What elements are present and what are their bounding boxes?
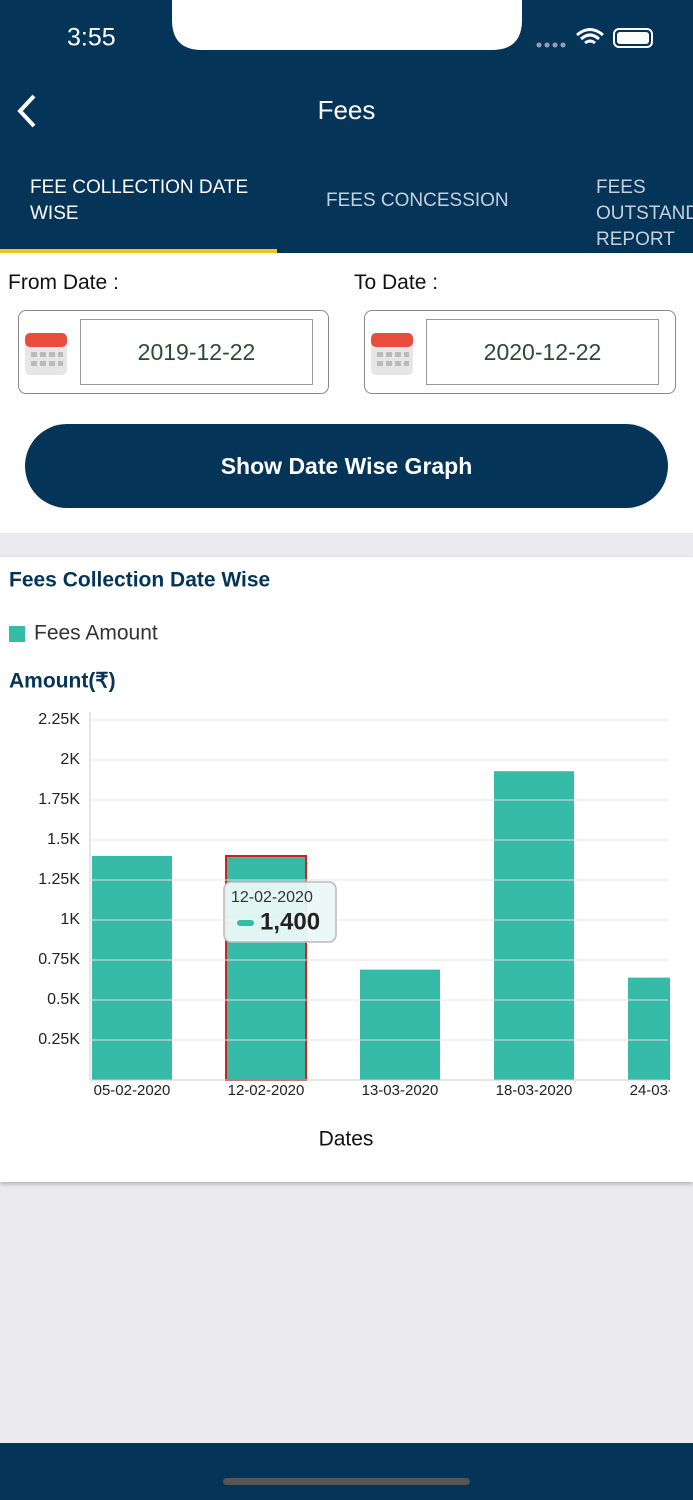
- x-tick-label: 13-03-2020: [362, 1082, 439, 1099]
- show-graph-button[interactable]: Show Date Wise Graph: [25, 424, 668, 508]
- battery-level: [617, 32, 649, 44]
- legend-label: Fees Amount: [34, 622, 158, 645]
- tooltip-title: 12-02-2020: [231, 889, 313, 906]
- bar: [360, 969, 440, 1080]
- y-tick-label: 0.25K: [38, 1031, 80, 1048]
- x-tick-label: 18-03-2020: [496, 1082, 573, 1099]
- y-tick-label: 2K: [60, 751, 80, 768]
- x-axis-title: Dates: [319, 1128, 374, 1151]
- calendar-icon: [371, 333, 413, 375]
- chart: Fees Collection Date Wise Amount(₹) Date…: [9, 569, 693, 1151]
- y-tick-label: 1.5K: [47, 831, 80, 848]
- notch: [172, 0, 522, 50]
- tooltip-box: [223, 881, 337, 943]
- x-tick-label: 12-02-2020: [228, 1082, 305, 1099]
- bar: [494, 771, 574, 1080]
- bottom-bar: [0, 1443, 693, 1500]
- bar: [92, 856, 172, 1080]
- tab[interactable]: FEE COLLECTION DATE WISE: [30, 177, 249, 224]
- y-tick-label: 1K: [60, 911, 80, 928]
- tooltip: 12-02-2020 1,400: [223, 881, 337, 943]
- y-tick-label: 0.75K: [38, 951, 80, 968]
- tab[interactable]: FEES OUTSTANDING REPORT: [596, 177, 693, 250]
- y-tick-label: 2.25K: [38, 711, 80, 728]
- status-bar: 3:55: [67, 0, 653, 52]
- y-tick-label: 0.5K: [47, 991, 80, 1008]
- signal: [536, 42, 566, 48]
- x-tick-label: 24-03-2020: [630, 1082, 693, 1099]
- x-tick-label: 05-02-2020: [94, 1082, 171, 1099]
- back-button[interactable]: [12, 92, 42, 132]
- chart-title: Fees Collection Date Wise: [9, 569, 270, 592]
- time: 3:55: [67, 24, 116, 52]
- legend-swatch: [9, 626, 25, 642]
- battery: [613, 28, 653, 48]
- tooltip-value: 1,400: [260, 908, 320, 935]
- y-axis-title: Amount(₹): [9, 670, 116, 693]
- bar: [628, 977, 670, 1080]
- wifi: [576, 28, 604, 45]
- page-title: Fees: [317, 95, 376, 125]
- tab[interactable]: FEES CONCESSION: [326, 190, 509, 211]
- y-tick-label: 1.75K: [38, 791, 80, 808]
- plot-area: 05-02-2020 12-02-2020 13-03-2020 18-03-2020…: [92, 771, 693, 1099]
- y-tick-label: 1.25K: [38, 871, 80, 888]
- from-date-value[interactable]: 2019-12-22: [80, 319, 313, 385]
- to-date-value[interactable]: 2020-12-22: [426, 319, 659, 385]
- calendar-icon: [25, 333, 67, 375]
- tab-indicator: [0, 249, 277, 253]
- tooltip-marker: [237, 920, 254, 926]
- home-indicator: [223, 1478, 470, 1485]
- to-label: To Date :: [354, 271, 439, 294]
- from-label: From Date :: [8, 271, 119, 294]
